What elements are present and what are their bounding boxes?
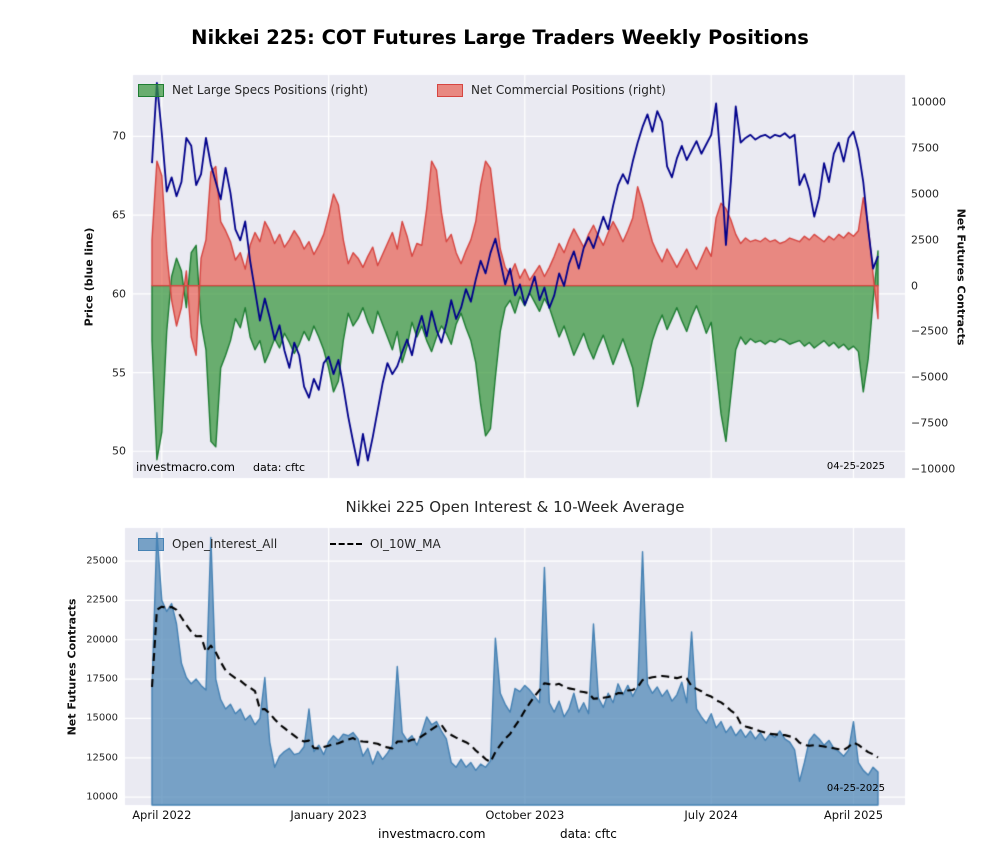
y-tick-label: 12500	[86, 752, 118, 764]
legend-label-commercials: Net Commercial Positions (right)	[471, 83, 666, 97]
y-tick-label: 60	[112, 287, 126, 301]
y-tick-label: 50	[112, 444, 126, 458]
y-tick-label: 17500	[86, 673, 118, 685]
legend-item-large-specs: Net Large Specs Positions (right)	[138, 83, 368, 97]
y-tick-label: 7500	[911, 141, 939, 155]
x-tick-label: April 2022	[132, 808, 192, 822]
bottom-date-label: 04-25-2025	[826, 783, 885, 794]
y-tick-label: 5000	[911, 187, 939, 201]
y-tick-label: 10000	[86, 791, 118, 803]
top-right-axis-label: Net Futures Contracts	[954, 208, 968, 346]
legend-label-open-interest: Open_Interest_All	[172, 537, 278, 551]
y-tick-label: 20000	[86, 634, 118, 646]
y-tick-label: 10000	[911, 95, 946, 109]
top-watermark: investmacro.com	[136, 460, 235, 474]
top-date-label: 04-25-2025	[826, 461, 885, 472]
y-tick-label: 22500	[86, 594, 118, 606]
y-tick-label: −2500	[911, 324, 949, 338]
footer-watermark: investmacro.com	[378, 826, 486, 841]
figure-title: Nikkei 225: COT Futures Large Traders We…	[191, 26, 809, 49]
legend-item-oi-ma: OI_10W_MA	[330, 537, 441, 551]
oi-ma-legend-swatch	[330, 543, 362, 545]
y-tick-label: 0	[911, 279, 918, 293]
top-left-axis-label: Price (blue line)	[82, 227, 96, 327]
x-tick-label: July 2024	[684, 808, 739, 822]
legend-item-open-interest: Open_Interest_All	[138, 537, 277, 551]
open-interest-legend-swatch	[138, 537, 164, 551]
specs-legend-swatch	[138, 83, 164, 97]
y-tick-label: 25000	[86, 555, 118, 567]
y-tick-label: 2500	[911, 233, 939, 247]
bottom-chart-title: Nikkei 225 Open Interest & 10-Week Avera…	[345, 498, 685, 516]
y-tick-label: 65	[112, 208, 126, 222]
x-tick-label: April 2025	[823, 808, 884, 822]
bottom-left-axis-label: Net Futures Contracts	[65, 598, 79, 736]
y-tick-label: 55	[112, 366, 126, 380]
commercials-legend-swatch	[437, 83, 463, 97]
y-tick-label: 70	[112, 129, 126, 143]
legend-label-oi-ma: OI_10W_MA	[370, 537, 441, 551]
y-tick-label: 15000	[86, 712, 118, 724]
footer-source: data: cftc	[560, 827, 617, 841]
y-tick-label: −10000	[911, 462, 956, 476]
x-tick-label: January 2023	[290, 808, 367, 822]
y-tick-label: −5000	[911, 370, 949, 384]
legend-item-commercials: Net Commercial Positions (right)	[437, 83, 666, 97]
top-source: data: cftc	[253, 461, 306, 474]
x-tick-label: October 2023	[485, 808, 565, 822]
legend-label-large-specs: Net Large Specs Positions (right)	[172, 83, 369, 97]
y-tick-label: −7500	[911, 416, 949, 430]
